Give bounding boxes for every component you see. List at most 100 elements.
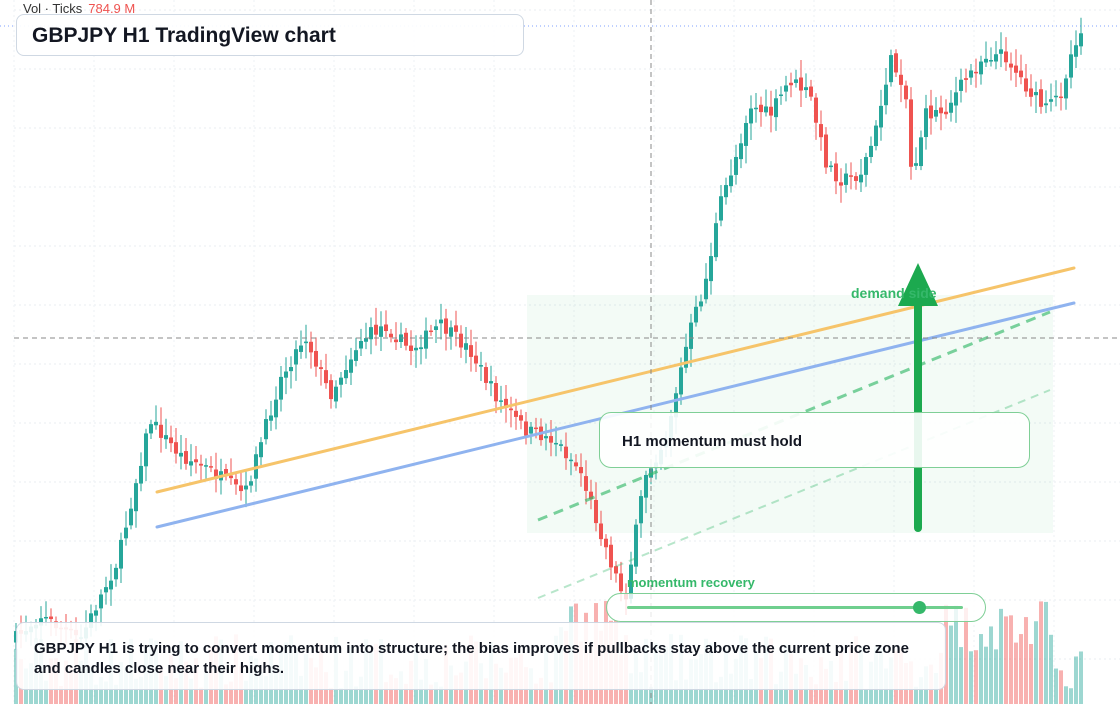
- candle-body: [944, 111, 948, 115]
- candle-body: [134, 483, 138, 512]
- candle-body: [164, 435, 168, 440]
- candle-body: [139, 465, 143, 484]
- momentum-slider-track[interactable]: [627, 606, 963, 609]
- candle-body: [149, 424, 153, 434]
- candle-body: [789, 82, 793, 86]
- candle-body: [279, 376, 283, 400]
- candle-body: [859, 174, 863, 183]
- up-arrow-icon[interactable]: [898, 263, 938, 306]
- candle-body: [689, 322, 693, 349]
- candle-body: [529, 426, 533, 434]
- volume-bar: [1049, 634, 1053, 704]
- candle-body: [229, 475, 233, 479]
- momentum-slider[interactable]: [606, 593, 986, 622]
- candle-body: [889, 55, 893, 83]
- volume-indicator-label[interactable]: Vol · Ticks 784.9 M: [23, 1, 135, 16]
- candle-body: [549, 436, 553, 443]
- candle-body: [964, 78, 968, 80]
- candle-body: [974, 71, 978, 74]
- volume-bar: [174, 678, 178, 704]
- volume-bar: [134, 678, 138, 704]
- candle-body: [934, 110, 938, 117]
- candle-body: [864, 157, 868, 175]
- candle-body: [1059, 96, 1063, 99]
- candle-body: [459, 333, 463, 348]
- candle-body: [409, 345, 413, 351]
- volume-bar: [189, 678, 193, 704]
- volume-bar: [814, 684, 818, 704]
- candle-body: [339, 377, 343, 385]
- candle-body: [119, 539, 123, 569]
- volume-bar: [199, 687, 203, 704]
- candle-body: [489, 381, 493, 384]
- volume-bar: [919, 677, 923, 704]
- candle-body: [479, 365, 483, 367]
- candle-body: [909, 99, 913, 167]
- candle-body: [174, 442, 178, 454]
- candle-body: [954, 92, 958, 106]
- volume-bar: [404, 683, 408, 704]
- candle-body: [834, 163, 838, 182]
- annotation-note-text: H1 momentum must hold: [622, 433, 803, 450]
- candle-body: [764, 106, 768, 113]
- candle-body: [899, 74, 903, 85]
- candle-body: [189, 461, 193, 466]
- volume-bar: [974, 650, 978, 704]
- candle-body: [884, 84, 888, 106]
- candle-body: [819, 124, 823, 138]
- candle-body: [1029, 88, 1033, 97]
- candle-body: [364, 338, 368, 342]
- candle-body: [684, 346, 688, 368]
- candle-body: [809, 86, 813, 97]
- candle-body: [644, 474, 648, 498]
- momentum-slider-handle[interactable]: [913, 601, 927, 614]
- candle-body: [474, 355, 478, 364]
- volume-bar: [1054, 668, 1058, 704]
- candle-body: [94, 610, 98, 616]
- volume-bar: [844, 680, 848, 704]
- candle-body: [424, 330, 428, 349]
- candle-body: [464, 343, 468, 350]
- volume-bar: [99, 676, 103, 704]
- candle-body: [744, 123, 748, 146]
- volume-value: 784.9 M: [88, 1, 136, 16]
- candle-body: [404, 332, 408, 346]
- candle-body: [824, 134, 828, 168]
- candle-body: [294, 349, 298, 365]
- annotation-note-box[interactable]: H1 momentum must hold: [599, 412, 1030, 468]
- candle-body: [359, 340, 363, 349]
- analysis-summary-box: GBPJPY H1 is trying to convert momentum …: [16, 622, 946, 690]
- candle-body: [209, 466, 213, 468]
- candle-body: [389, 333, 393, 338]
- volume-bar: [164, 676, 168, 704]
- volume-bar: [359, 676, 363, 704]
- candle-body: [719, 196, 723, 221]
- candle-body: [519, 415, 523, 421]
- volume-bar: [959, 647, 963, 704]
- candle-body: [679, 367, 683, 395]
- volume-bar: [989, 626, 993, 704]
- candle-body: [704, 278, 708, 300]
- volume-bar: [1064, 686, 1068, 704]
- candle-body: [759, 104, 763, 113]
- candle-body: [709, 256, 713, 282]
- volume-bar: [59, 685, 63, 704]
- candle-body: [979, 61, 983, 75]
- candle-body: [849, 175, 853, 177]
- volume-bar: [329, 687, 333, 704]
- candle-body: [249, 481, 253, 486]
- volume-bar: [1029, 643, 1033, 704]
- candle-body: [194, 459, 198, 463]
- candle-body: [284, 371, 288, 378]
- volume-bar: [394, 678, 398, 704]
- candle-body: [619, 573, 623, 592]
- candle-body: [144, 433, 148, 467]
- candle-body: [1074, 45, 1078, 57]
- candle-body: [869, 145, 873, 157]
- volume-bar: [354, 686, 358, 704]
- volume-bar: [1004, 616, 1008, 704]
- candle-body: [984, 58, 988, 63]
- candle-body: [234, 479, 238, 485]
- candle-body: [1024, 78, 1028, 92]
- candle-body: [769, 106, 773, 116]
